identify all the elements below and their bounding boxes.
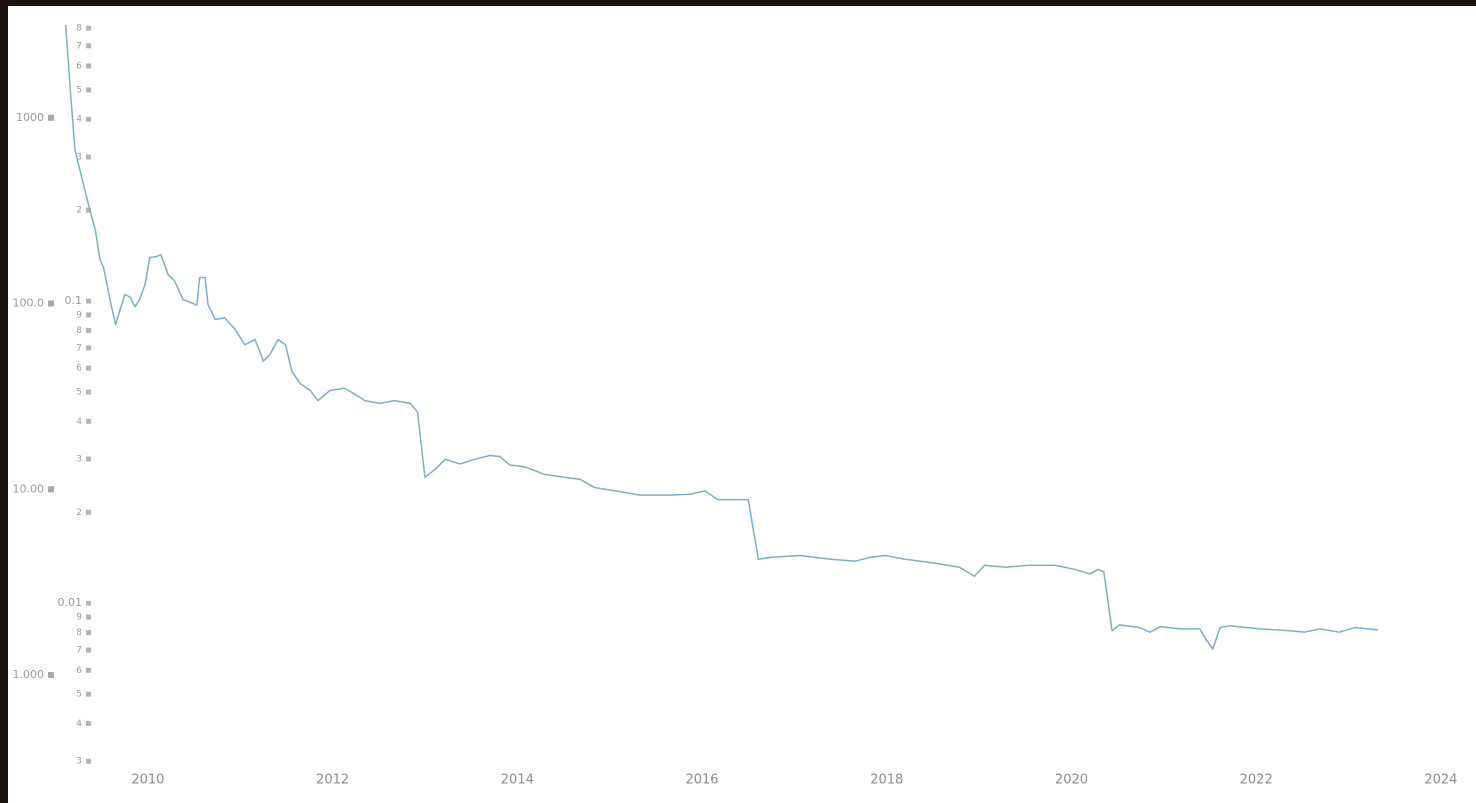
y2-tick-label: 8 [76,24,82,34]
y2-tick-mark [86,630,91,636]
x-tick-label: 2022 [1240,773,1273,788]
x-tick-label: 2020 [1055,773,1088,788]
x-tick-label: 2012 [316,773,349,788]
x-tick-label: 2016 [685,773,718,788]
y2-tick-label: 8 [76,628,82,638]
y2-tick-label: 9 [76,613,82,623]
y2-tick-label: 6 [76,364,82,374]
y2-tick-label: 0.01 [58,596,83,609]
y2-tick-label: 7 [76,343,82,353]
y-tick-label: 100.0 [13,297,45,310]
y2-tick-mark [86,207,91,213]
y2-tick-label: 6 [76,61,82,71]
y2-tick-label: 2 [76,508,82,518]
y2-tick-mark [86,345,91,351]
y-tick-mark [48,114,54,121]
x-tick-label: 2024 [1424,773,1457,788]
y2-tick-label: 8 [76,326,82,336]
y2-tick-mark [86,667,91,673]
y2-tick-mark [86,418,91,424]
y2-tick-mark [86,600,91,606]
x-tick-label: 2018 [870,773,903,788]
y2-tick-label: 3 [76,152,82,162]
y2-tick-mark [86,389,91,395]
y2-tick-label: 5 [76,690,82,700]
y2-tick-mark [86,43,91,49]
y2-tick-mark [86,456,91,462]
y2-tick-mark [86,720,91,726]
y2-tick-label: 2 [76,206,82,216]
y-tick-mark [48,671,54,678]
y2-tick-mark [86,154,91,160]
y2-tick-label: 9 [76,310,82,320]
y2-tick-mark [86,116,91,122]
y2-tick-label: 7 [76,41,82,51]
plot-background [8,6,1476,803]
y2-tick-mark [86,63,91,69]
y2-tick-mark [86,87,91,93]
y2-tick-mark [86,327,91,333]
y-tick-mark [48,300,54,307]
y2-tick-mark [86,25,91,31]
y-tick-label: 1000 [16,111,44,124]
y2-tick-mark [86,647,91,653]
y2-tick-label: 3 [76,757,82,767]
y-tick-mark [48,486,54,493]
data-line [64,24,1379,650]
x-tick-label: 2014 [501,773,534,788]
y2-tick-label: 4 [76,417,82,427]
y2-tick-mark [86,691,91,697]
y2-tick-mark [86,509,91,515]
y2-tick-label: 5 [76,388,82,398]
y2-tick-label: 3 [76,455,82,465]
y2-tick-mark [86,312,91,318]
y2-tick-label: 0.1 [65,294,83,307]
y2-tick-mark [86,365,91,371]
y2-tick-mark [86,614,91,620]
y2-tick-label: 5 [76,85,82,95]
y2-tick-label: 7 [76,646,82,656]
y2-tick-mark [86,298,91,304]
y-tick-label: 1.000 [13,668,45,681]
y2-tick-label: 6 [76,666,82,676]
y-tick-label: 10.00 [13,482,45,495]
y2-tick-label: 4 [76,115,82,125]
x-tick-label: 2010 [131,773,164,788]
y2-tick-label: 4 [76,719,82,729]
y2-tick-mark [86,758,91,764]
